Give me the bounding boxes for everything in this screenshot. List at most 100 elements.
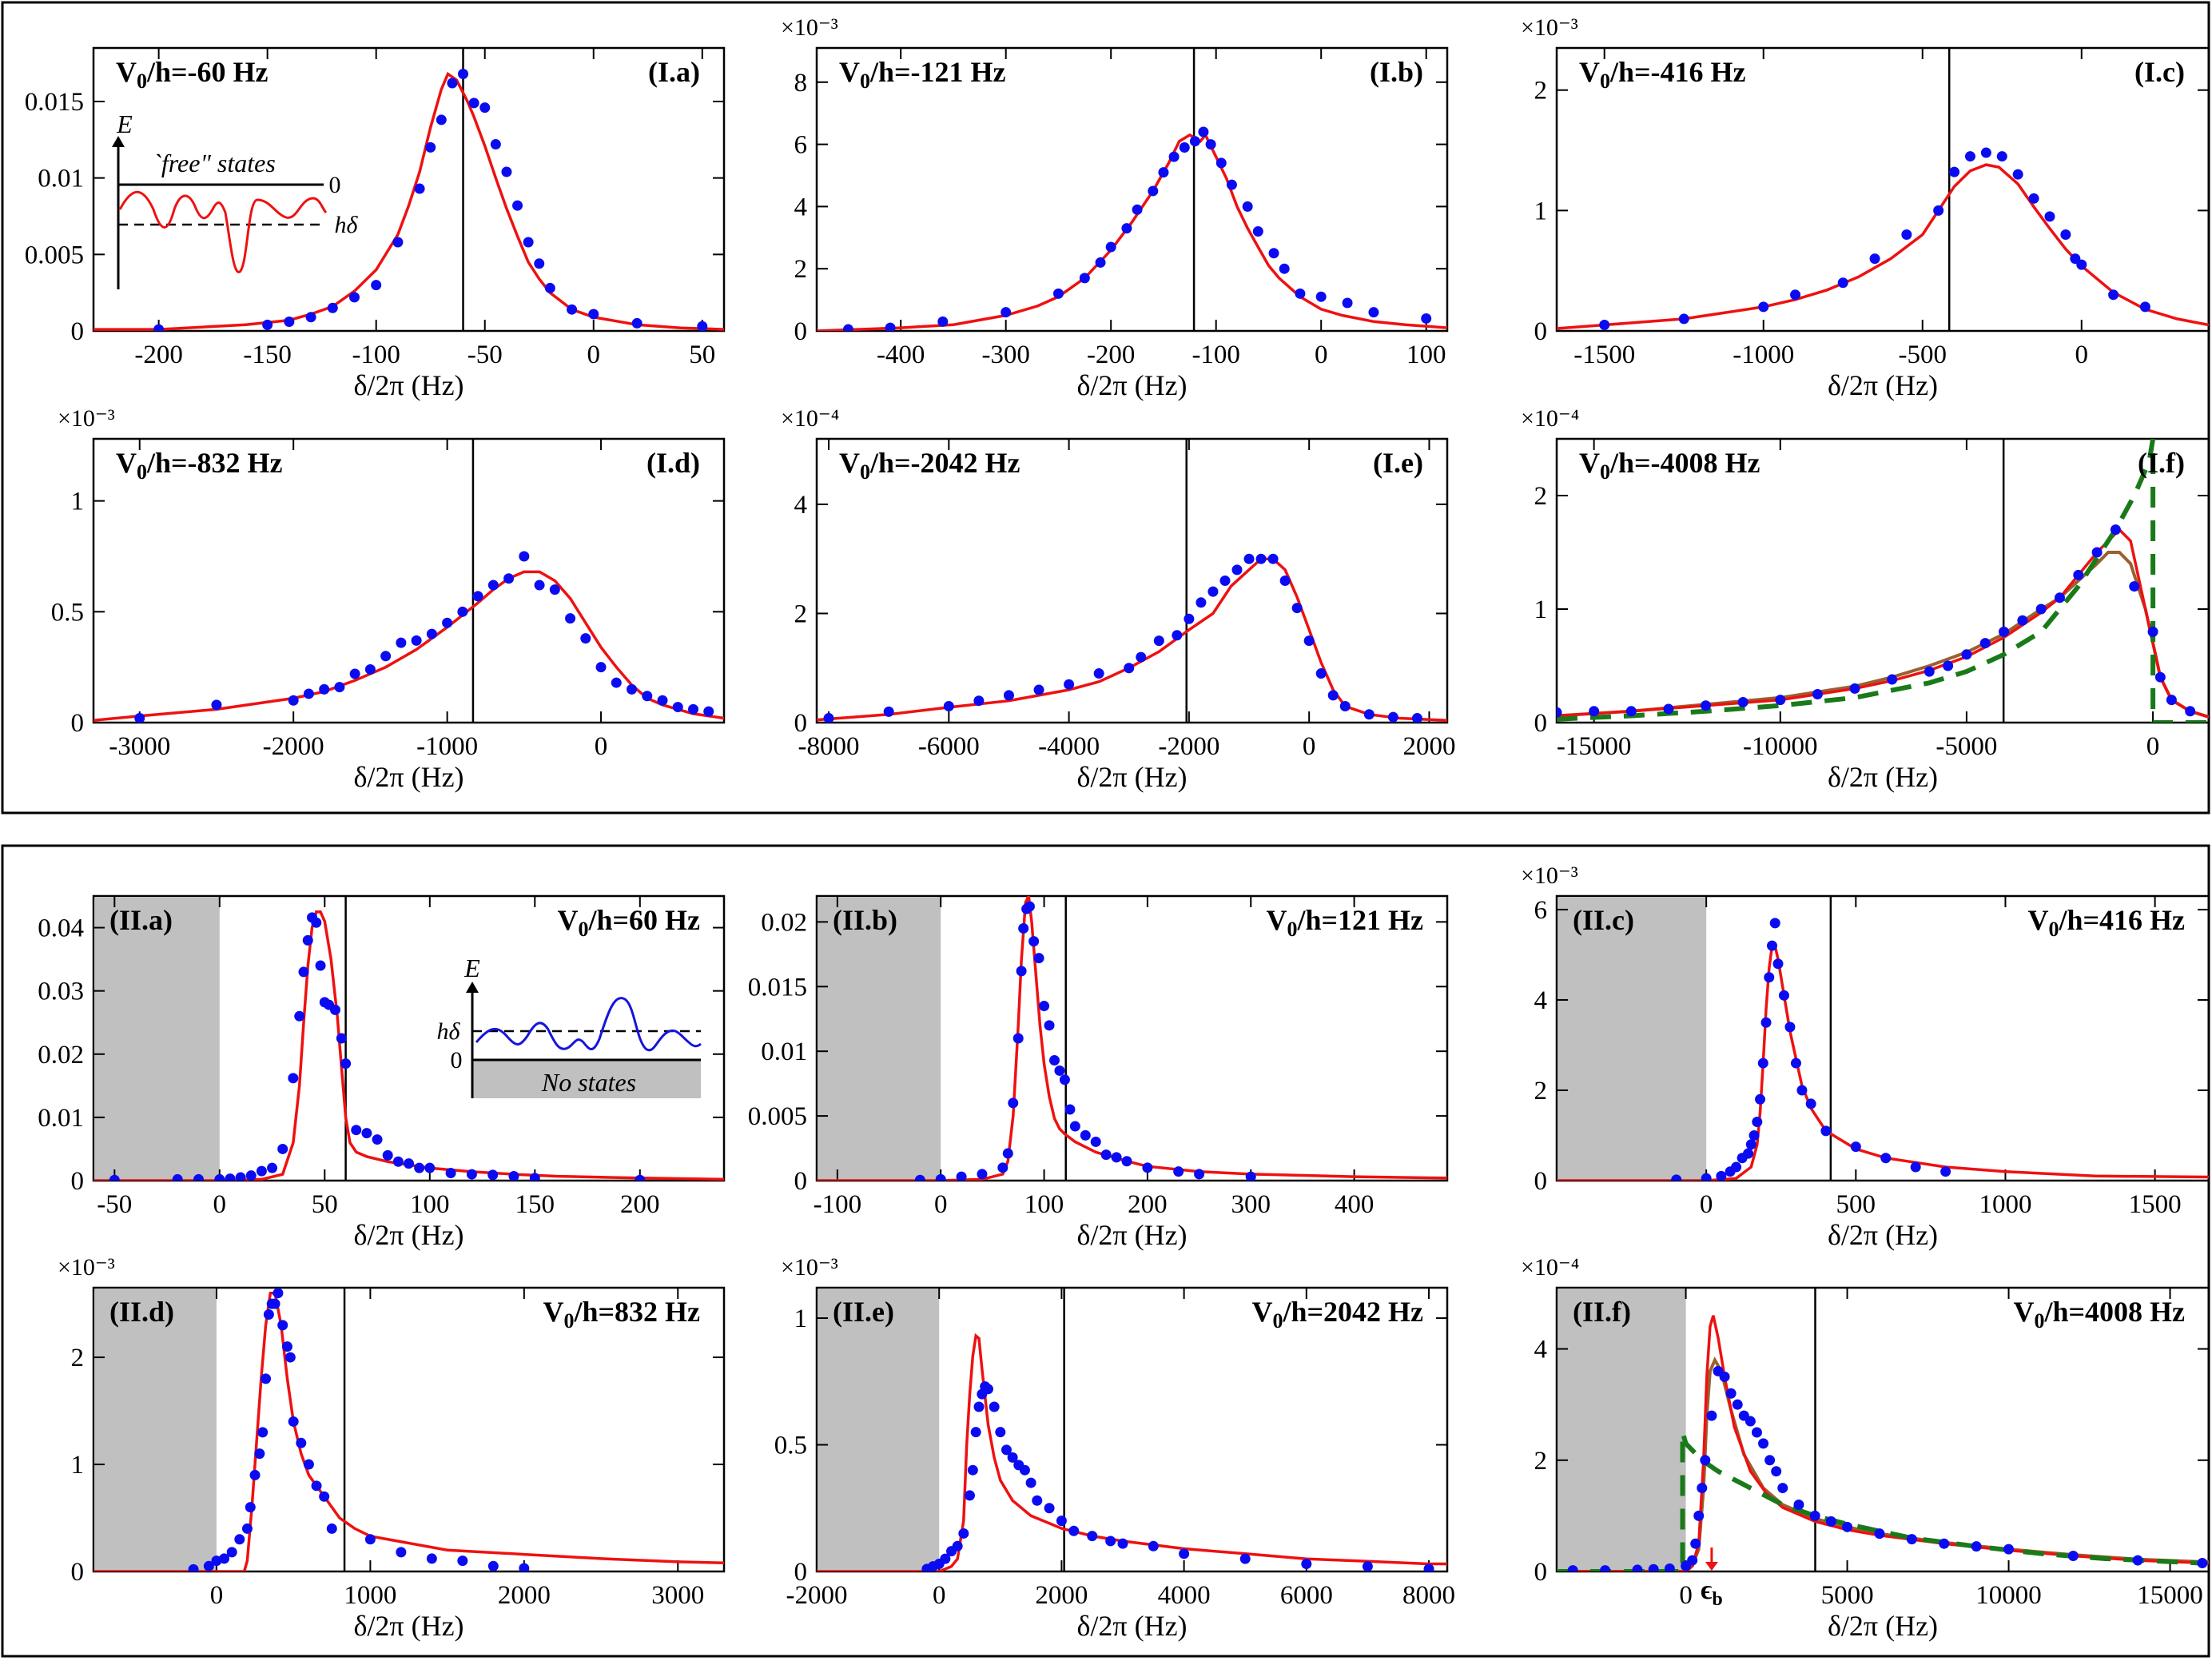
data-point (442, 617, 453, 628)
plot-area (1557, 1288, 2209, 1571)
data-point (288, 1073, 299, 1084)
data-point (1327, 690, 1339, 701)
data-point (1267, 553, 1279, 564)
data-point (1924, 666, 1935, 677)
x-tick-label: -10000 (1743, 732, 1818, 761)
data-point (1697, 1483, 1708, 1494)
y-tick-label: 0 (1534, 1167, 1548, 1196)
data-point (364, 1534, 376, 1545)
data-point (1869, 253, 1880, 265)
data-point (1363, 709, 1375, 720)
data-point (1849, 683, 1860, 694)
data-point (319, 1491, 330, 1502)
y-tick-label: 0.03 (38, 978, 84, 1006)
data-point (2185, 706, 2196, 717)
x-tick-label: 2000 (1035, 1581, 1088, 1610)
data-point (1132, 204, 1143, 215)
data-point (445, 1168, 456, 1179)
data-point (436, 114, 447, 125)
data-point (565, 613, 576, 624)
data-point (588, 309, 599, 320)
data-point (1706, 1410, 1717, 1421)
data-point (1056, 1516, 1067, 1527)
data-point (288, 1416, 299, 1427)
data-point (1018, 922, 1029, 934)
forbidden-region-shade (95, 1289, 217, 1571)
data-point (1339, 701, 1351, 712)
data-point (153, 324, 165, 331)
data-point (1198, 126, 1209, 137)
data-point (1979, 638, 1991, 649)
data-point (1939, 1538, 1950, 1549)
data-point (1690, 1538, 1701, 1549)
y-tick-label: 0 (794, 709, 808, 738)
data-point (1731, 1161, 1742, 1173)
y-exponent-label: ×10⁻³ (58, 1254, 115, 1281)
data-point (1700, 1455, 1711, 1466)
data-point (1019, 1464, 1030, 1476)
panel-I-e: -8000 -6000 -4000 -2000 0 2000 0 2 4 ×10⁻⁴ δ/2π (H… (781, 405, 1455, 793)
data-point (549, 584, 560, 595)
data-point (967, 1464, 978, 1476)
data-point (487, 1169, 499, 1181)
y-tick-label: 6 (794, 131, 808, 160)
data-point (458, 69, 469, 80)
x-tick-label: 10000 (1975, 1581, 2042, 1610)
x-axis-label: δ/2π (Hz) (1076, 369, 1187, 401)
data-point (447, 78, 458, 89)
data-point (1189, 136, 1200, 147)
data-point (642, 691, 653, 702)
data-point (2132, 1555, 2143, 1566)
fit-curve (1557, 528, 2209, 719)
y-tick-label: 1 (794, 1305, 808, 1333)
y-tick-label: 0.02 (38, 1041, 84, 1069)
data-point (1013, 1033, 1024, 1044)
data-point (214, 1173, 225, 1181)
data-point (2003, 1543, 2015, 1555)
data-point (245, 1170, 257, 1181)
data-point (281, 1341, 292, 1352)
x-tick-label: -2000 (1158, 732, 1219, 761)
data-point (1758, 301, 1769, 313)
data-point (487, 580, 499, 591)
fit-curve (93, 1291, 724, 1571)
data-point (1906, 1534, 1917, 1545)
data-point (348, 292, 360, 303)
y-tick-label: 1 (71, 1451, 85, 1480)
plot-area (1557, 896, 2209, 1181)
data-point (211, 699, 222, 711)
data-point (1226, 179, 1237, 190)
x-tick-label: -100 (1192, 341, 1240, 369)
y-tick-label: 0.5 (774, 1432, 807, 1460)
data-point (219, 1553, 230, 1564)
data-point (235, 1172, 246, 1181)
x-axis-label: δ/2π (Hz) (1076, 1610, 1187, 1642)
panel-I-c: -1500 -1000 -500 0 0 1 2 ×10⁻³ δ/2π (Hz) V0/h=-41… (1521, 14, 2210, 401)
axes-box (1555, 894, 2210, 1182)
y-tick-label: 0.015 (25, 88, 84, 117)
axes-box (92, 437, 726, 724)
y-tick-label: 2 (1534, 1077, 1548, 1105)
y-tick-label: 0.01 (38, 165, 84, 193)
x-tick-label: 0 (1700, 1190, 1713, 1219)
inset-no-states: E 0hδ No states (437, 954, 702, 1098)
fit-curve (93, 570, 724, 722)
data-point (1749, 1129, 1760, 1141)
data-point (529, 1173, 540, 1181)
data-point (1121, 1156, 1132, 1167)
data-point (1215, 157, 1227, 169)
data-point (364, 663, 376, 675)
data-point (2147, 626, 2158, 637)
data-point (1764, 972, 1775, 983)
inset-hdelta-label: hδ (335, 212, 359, 238)
data-point (134, 712, 145, 723)
y-tick-label: 0.005 (748, 1102, 807, 1131)
eb-arrow-head (1705, 1562, 1718, 1571)
x-tick-label: 0 (1303, 732, 1316, 761)
data-point (1080, 1129, 1091, 1141)
plot-area (93, 896, 724, 1181)
data-point (1421, 313, 1432, 324)
data-point (885, 322, 896, 331)
data-point (703, 706, 714, 717)
x-tick-label: 15000 (2137, 1581, 2203, 1610)
